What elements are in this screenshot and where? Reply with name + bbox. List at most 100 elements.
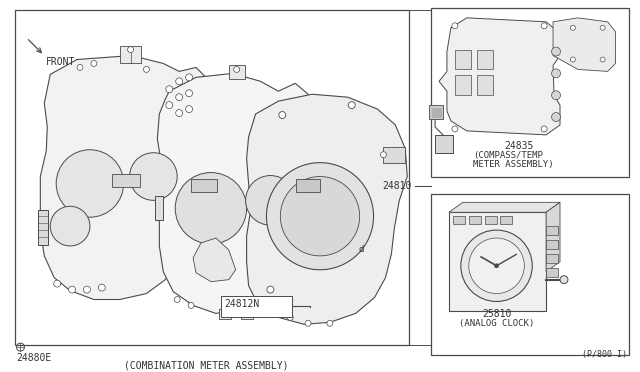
Text: (P/800 I): (P/800 I) xyxy=(582,350,627,359)
Circle shape xyxy=(56,150,124,217)
Circle shape xyxy=(468,238,524,294)
Bar xyxy=(449,212,546,311)
Bar xyxy=(453,216,465,224)
Text: 24810: 24810 xyxy=(382,182,412,192)
Circle shape xyxy=(279,112,286,119)
Bar xyxy=(156,196,163,220)
Circle shape xyxy=(305,320,311,326)
Circle shape xyxy=(495,264,499,268)
Bar xyxy=(500,216,513,224)
Circle shape xyxy=(552,47,561,56)
Text: 24812N: 24812N xyxy=(225,299,260,310)
Circle shape xyxy=(381,152,387,158)
Circle shape xyxy=(83,286,90,293)
Bar xyxy=(120,46,141,64)
Circle shape xyxy=(541,23,547,29)
Circle shape xyxy=(570,25,575,30)
Circle shape xyxy=(91,61,97,67)
Text: d: d xyxy=(359,246,364,254)
Bar xyxy=(484,216,497,224)
Bar xyxy=(296,179,320,192)
Bar xyxy=(431,8,629,177)
Text: METER ASSEMBLY): METER ASSEMBLY) xyxy=(473,160,554,169)
Circle shape xyxy=(600,57,605,62)
Bar xyxy=(477,76,493,95)
Bar xyxy=(112,174,140,187)
Circle shape xyxy=(570,57,575,62)
Circle shape xyxy=(186,106,193,113)
Polygon shape xyxy=(449,202,560,212)
Bar xyxy=(546,226,558,235)
Bar xyxy=(435,135,453,153)
Text: 25810: 25810 xyxy=(482,310,511,320)
Circle shape xyxy=(166,86,173,93)
Circle shape xyxy=(541,126,547,132)
Circle shape xyxy=(452,23,458,29)
Circle shape xyxy=(99,284,106,291)
Text: (ANALOG CLOCK): (ANALOG CLOCK) xyxy=(459,319,534,328)
Circle shape xyxy=(348,102,355,109)
Circle shape xyxy=(452,126,458,132)
Circle shape xyxy=(68,286,76,293)
Bar xyxy=(455,76,471,95)
Circle shape xyxy=(600,25,605,30)
Polygon shape xyxy=(439,18,560,135)
Bar xyxy=(383,147,405,163)
Circle shape xyxy=(176,94,182,101)
Circle shape xyxy=(174,296,180,302)
Bar xyxy=(219,310,231,319)
Circle shape xyxy=(234,67,239,73)
Circle shape xyxy=(51,206,90,246)
Text: FRONT: FRONT xyxy=(46,57,76,67)
Circle shape xyxy=(552,91,561,100)
Bar xyxy=(191,179,217,192)
Circle shape xyxy=(176,78,182,85)
Polygon shape xyxy=(246,94,407,324)
Circle shape xyxy=(327,320,333,326)
Polygon shape xyxy=(553,18,616,71)
Bar xyxy=(228,65,244,79)
Bar xyxy=(15,10,409,345)
Circle shape xyxy=(552,113,561,122)
Bar xyxy=(468,216,481,224)
Bar xyxy=(429,105,443,119)
Circle shape xyxy=(127,46,134,52)
Circle shape xyxy=(176,110,182,116)
Circle shape xyxy=(560,276,568,283)
Bar xyxy=(38,210,48,245)
Text: 24835: 24835 xyxy=(504,141,534,151)
Bar xyxy=(546,254,558,263)
Circle shape xyxy=(186,90,193,97)
Circle shape xyxy=(287,314,293,320)
Bar xyxy=(455,49,471,70)
Bar xyxy=(221,295,292,317)
Circle shape xyxy=(257,302,264,309)
Circle shape xyxy=(77,64,83,70)
Bar xyxy=(431,195,629,355)
Polygon shape xyxy=(193,238,236,282)
Circle shape xyxy=(246,176,295,225)
Bar xyxy=(477,49,493,70)
Circle shape xyxy=(129,153,177,201)
Bar xyxy=(241,310,253,319)
Polygon shape xyxy=(40,55,207,299)
Circle shape xyxy=(54,280,61,287)
Circle shape xyxy=(266,163,374,270)
Bar xyxy=(546,268,558,277)
Circle shape xyxy=(188,302,194,308)
Circle shape xyxy=(166,102,173,109)
Circle shape xyxy=(280,177,360,256)
Bar xyxy=(546,240,558,249)
Circle shape xyxy=(186,74,193,81)
Circle shape xyxy=(461,230,532,301)
Circle shape xyxy=(552,69,561,78)
Polygon shape xyxy=(157,73,310,313)
Text: (COMPASS/TEMP: (COMPASS/TEMP xyxy=(473,151,543,160)
Circle shape xyxy=(267,286,274,293)
Circle shape xyxy=(236,304,242,310)
Circle shape xyxy=(143,67,149,73)
Circle shape xyxy=(175,173,246,244)
Text: (COMBINATION METER ASSEMBLY): (COMBINATION METER ASSEMBLY) xyxy=(124,360,288,370)
Polygon shape xyxy=(546,202,560,272)
Text: 24880E: 24880E xyxy=(17,353,52,363)
